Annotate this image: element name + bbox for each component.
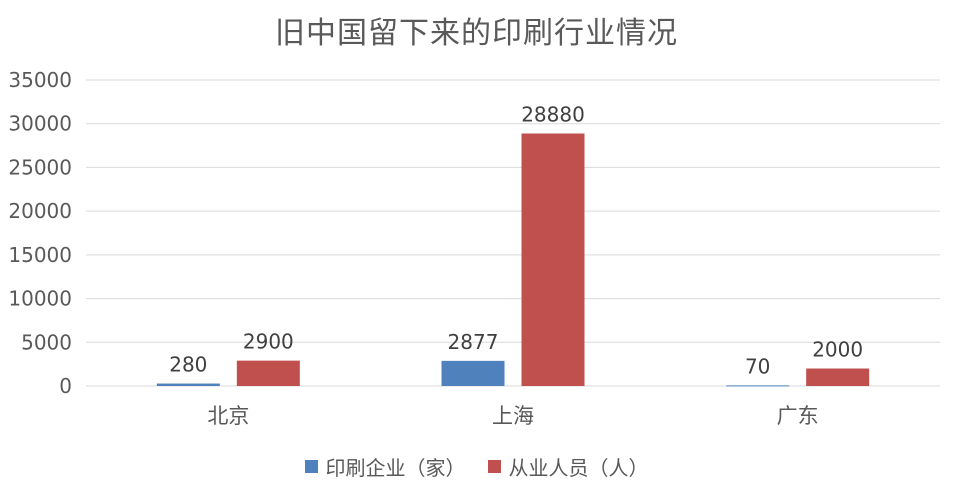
data-label: 70 <box>745 354 770 378</box>
y-tick-label: 25000 <box>8 155 72 179</box>
legend-item-series-1: 印刷企业（家） <box>304 452 466 481</box>
y-tick-label: 30000 <box>8 112 72 136</box>
data-label: 2900 <box>243 330 294 354</box>
y-tick-label: 5000 <box>21 330 72 354</box>
data-label: 2000 <box>812 338 863 362</box>
data-label: 28880 <box>521 103 585 127</box>
bar-2 <box>236 360 300 386</box>
x-axis-ticks: 北京 上海 广东 <box>207 404 818 428</box>
bar-2 <box>521 133 585 386</box>
legend-label-series-2: 从业人员（人） <box>508 456 649 480</box>
y-tick-label: 0 <box>59 374 72 398</box>
legend-swatch-series-1 <box>304 460 318 473</box>
gridlines <box>86 79 940 387</box>
bars <box>156 133 870 387</box>
y-tick-label: 15000 <box>8 243 72 267</box>
legend: 印刷企业（家） 从业人员（人） <box>0 452 953 481</box>
y-tick-label: 20000 <box>8 199 72 223</box>
legend-item-series-2: 从业人员（人） <box>487 452 649 481</box>
chart-title: 旧中国留下来的印刷行业情况 <box>275 16 678 51</box>
legend-swatch-series-2 <box>487 460 501 473</box>
data-label: 280 <box>169 353 207 377</box>
y-tick-label: 10000 <box>8 287 72 311</box>
bar-1 <box>726 385 790 387</box>
x-tick-label: 北京 <box>207 404 249 428</box>
x-tick-label: 广东 <box>777 404 819 428</box>
bar-2 <box>806 368 870 386</box>
y-axis-ticks: 0 5000 10000 15000 20000 25000 30000 35000 <box>8 68 72 398</box>
data-labels: 280 2900 2877 28880 70 2000 <box>169 103 863 379</box>
data-label: 2877 <box>448 330 499 354</box>
legend-label-series-1: 印刷企业（家） <box>325 456 466 480</box>
bar-1 <box>156 383 220 386</box>
bar-1 <box>441 360 505 386</box>
x-tick-label: 上海 <box>492 404 534 428</box>
y-tick-label: 35000 <box>8 68 72 92</box>
